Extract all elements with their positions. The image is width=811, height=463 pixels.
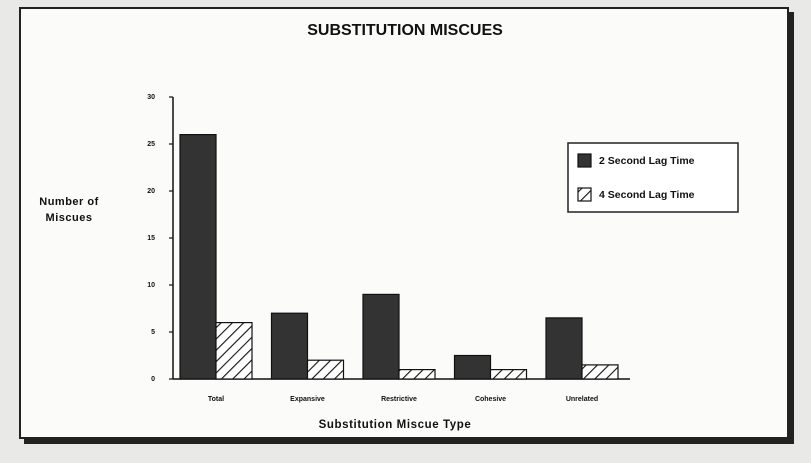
- y-tick-label: 25: [147, 141, 155, 148]
- bar: [398, 369, 436, 380]
- x-tick-label: Expansive: [290, 396, 325, 403]
- legend: [567, 142, 739, 213]
- y-tick-label: 0: [151, 376, 155, 383]
- bar: [545, 317, 583, 380]
- chart-title: SUBSTITUTION MISCUES: [307, 22, 503, 39]
- x-axis-label: Substitution Miscue Type: [319, 419, 472, 431]
- bar: [215, 322, 253, 380]
- y-tick-label: 15: [147, 235, 155, 242]
- y-tick-label: 5: [151, 329, 155, 336]
- bar: [453, 354, 492, 380]
- y-tick-label: 20: [147, 188, 155, 195]
- y-tick-label: 10: [147, 282, 155, 289]
- bar: [581, 364, 619, 380]
- x-tick-label: Restrictive: [381, 396, 417, 403]
- y-axis-label: Number of Miscues: [39, 196, 99, 224]
- bar: [306, 359, 345, 380]
- x-tick-label: Unrelated: [566, 396, 598, 403]
- bar: [270, 312, 309, 380]
- legend-swatch: [577, 187, 592, 202]
- x-tick-label: Total: [208, 396, 224, 403]
- chart-frame: [19, 7, 789, 439]
- bar: [362, 293, 400, 380]
- bar: [489, 369, 528, 380]
- y-tick-label: 30: [147, 94, 155, 101]
- bar: [179, 134, 217, 380]
- legend-label: 2 Second Lag Time: [599, 155, 695, 167]
- legend-label: 4 Second Lag Time: [599, 189, 695, 201]
- legend-swatch: [577, 153, 592, 168]
- x-tick-label: Cohesive: [475, 396, 506, 403]
